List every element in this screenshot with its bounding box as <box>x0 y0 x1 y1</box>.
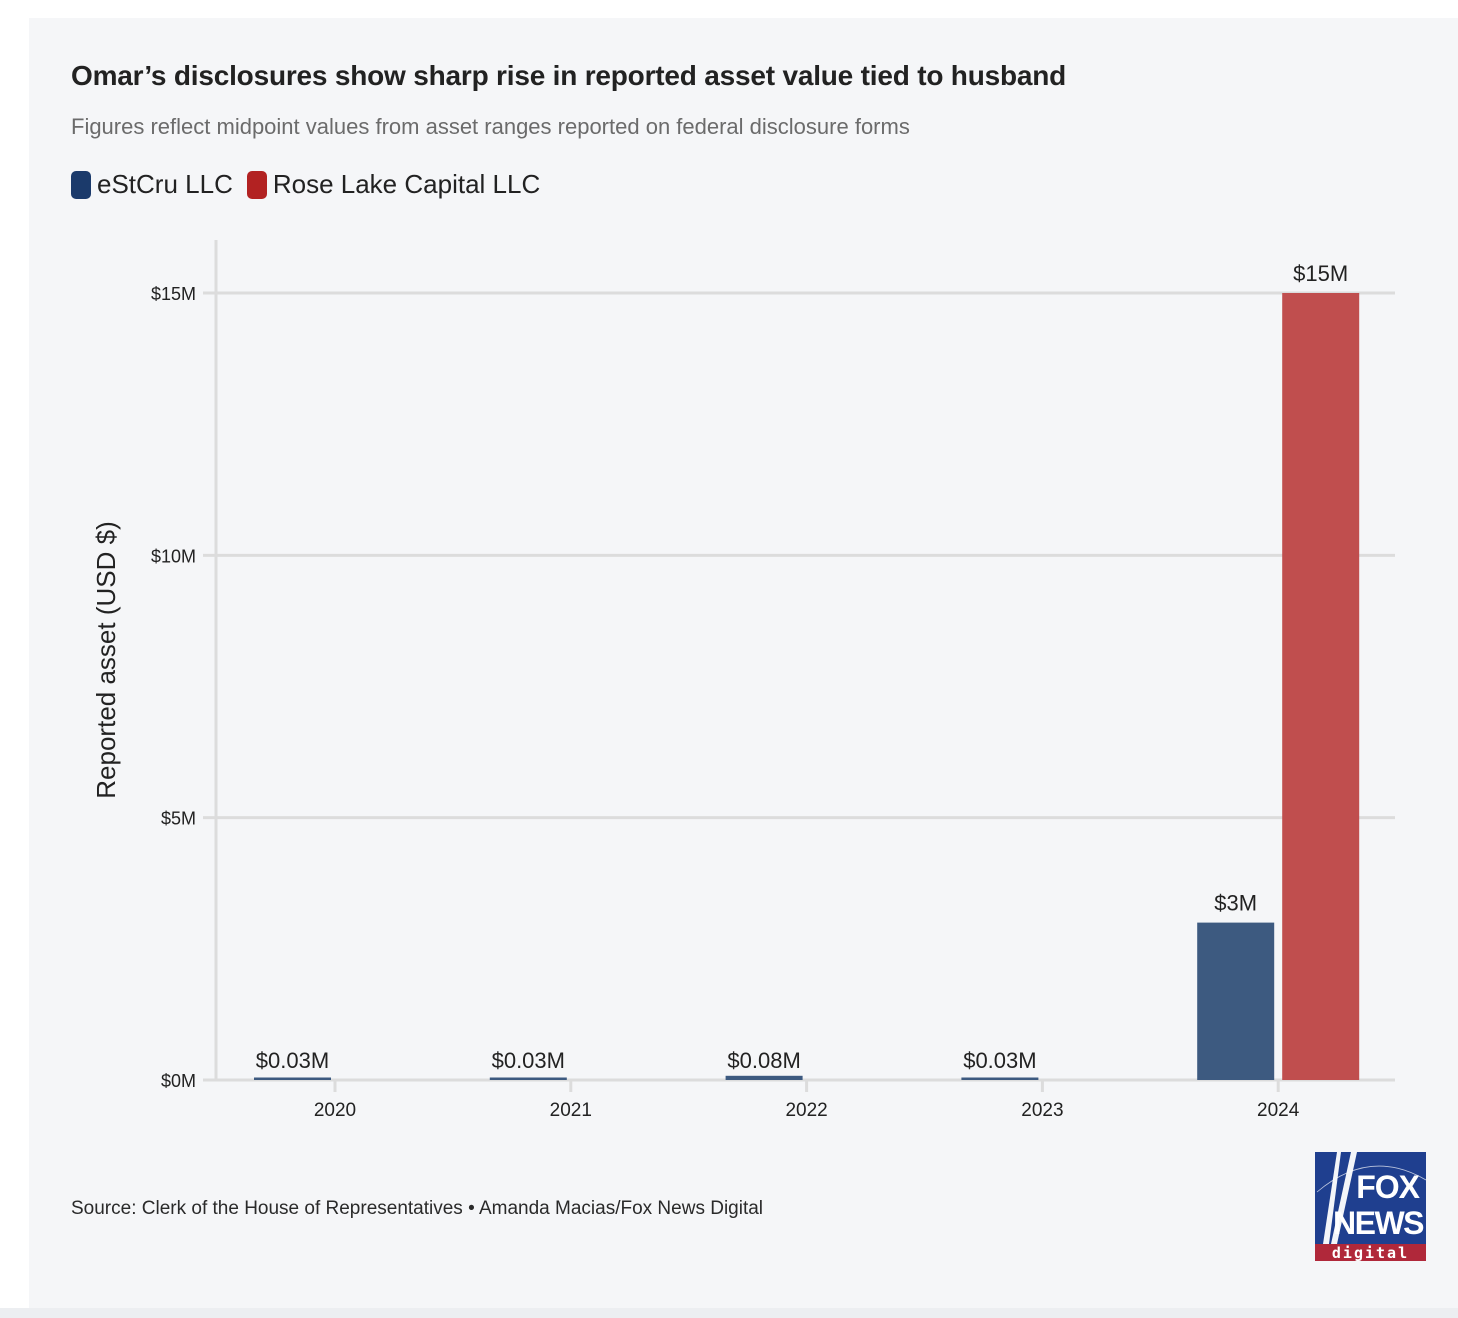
y-tick-label: $0M <box>161 1071 196 1091</box>
data-label: $3M <box>1214 891 1257 916</box>
gridlines <box>203 291 1395 1082</box>
chart-title: Omar’s disclosures show sharp rise in re… <box>71 60 1067 91</box>
chart-card <box>29 18 1458 1308</box>
y-axis-label: Reported asset (USD $) <box>91 521 121 798</box>
data-labels: $0.03M $0.03M $0.08M $0.03M $3M $15M <box>256 261 1348 1073</box>
data-label: $0.03M <box>963 1048 1036 1073</box>
legend-item-estcru[interactable]: eStCru LLC <box>71 169 233 200</box>
data-label: $0.08M <box>727 1048 800 1073</box>
source-note: Source: Clerk of the House of Representa… <box>71 1198 764 1219</box>
bar-estcru-2022 <box>725 1075 803 1080</box>
fox-news-logo-icon: FOX NEWS digital <box>1315 1152 1427 1262</box>
bar-estcru-2024 <box>1197 922 1275 1080</box>
legend-swatch-estcru <box>71 170 91 199</box>
bar-estcru-2020 <box>254 1077 331 1080</box>
logo-news-text: NEWS <box>1333 1205 1424 1241</box>
bars <box>254 293 1360 1080</box>
x-tick-label: 2021 <box>550 1100 592 1121</box>
logo-red-band <box>1315 1244 1426 1261</box>
chart-subtitle: Figures reflect midpoint values from ass… <box>71 114 910 139</box>
chart-legend: eStCru LLC Rose Lake Capital LLC <box>71 169 540 200</box>
x-tick-label: 2020 <box>314 1100 356 1121</box>
bar-rose-lake-2024 <box>1282 293 1360 1080</box>
y-tick-label: $15M <box>151 284 196 304</box>
x-tick-label: 2022 <box>785 1100 827 1121</box>
legend-item-rose-lake[interactable]: Rose Lake Capital LLC <box>246 169 541 200</box>
legend-swatch-rose-lake <box>246 170 267 199</box>
y-tick-label: $5M <box>161 809 196 829</box>
x-tick-label: 2023 <box>1021 1100 1063 1121</box>
legend-label-rose-lake: Rose Lake Capital LLC <box>272 169 541 199</box>
logo-beam-2 <box>1331 1152 1357 1244</box>
page-bottom-strip <box>0 1308 1458 1318</box>
bar-estcru-2021 <box>489 1077 567 1080</box>
data-label: $0.03M <box>256 1048 329 1073</box>
logo-digital-text: digital <box>1332 1244 1409 1261</box>
y-tick-label: $10M <box>151 546 196 566</box>
fox-news-digital-logo: FOX NEWS digital <box>1315 1152 1427 1262</box>
logo-arc <box>1316 1165 1427 1193</box>
logo-fox-text: FOX <box>1356 1169 1420 1205</box>
x-tick-label: 2024 <box>1257 1100 1300 1121</box>
axes: $0M $5M $10M $15M 2020 2021 2022 2023 2024 <box>151 240 1300 1121</box>
data-label: $15M <box>1293 261 1348 286</box>
legend-label-estcru: eStCru LLC <box>97 169 233 199</box>
bar-estcru-2023 <box>961 1077 1039 1080</box>
data-label: $0.03M <box>492 1048 565 1073</box>
logo-beam-1 <box>1323 1152 1341 1244</box>
